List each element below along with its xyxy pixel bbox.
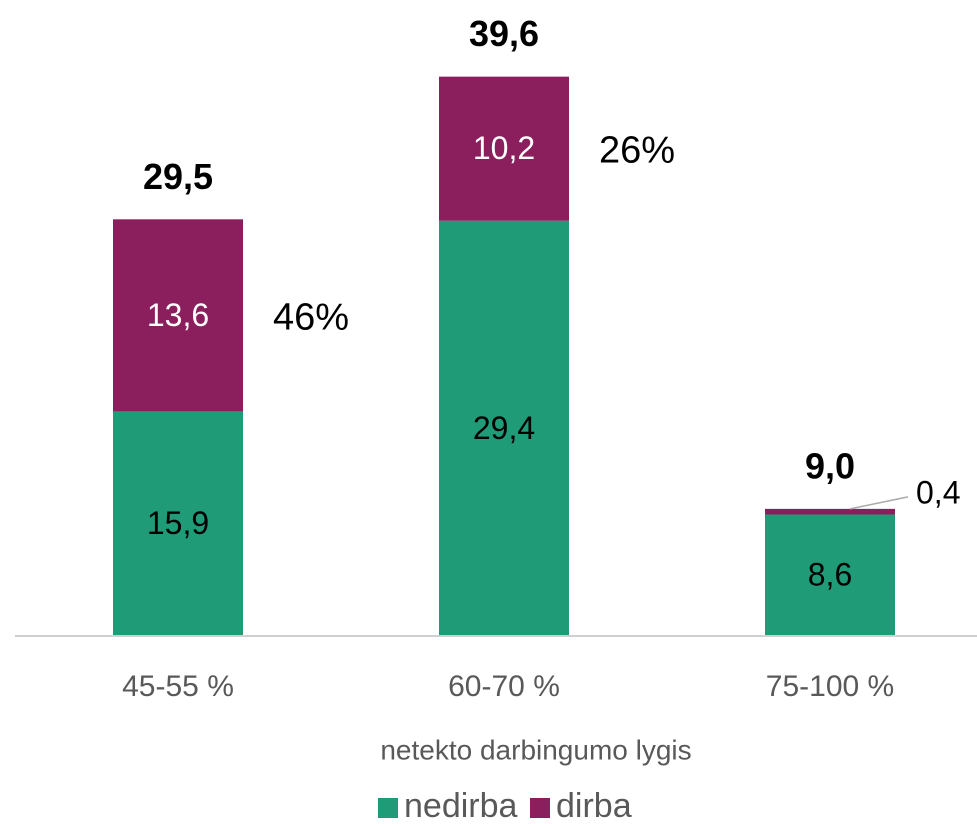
value-label: 8,6 <box>808 557 852 593</box>
bar-segment <box>439 76 569 221</box>
total-label: 9,0 <box>805 445 855 486</box>
bar-segment <box>113 411 243 636</box>
value-label: 10,2 <box>473 130 535 166</box>
bar-segment <box>765 514 895 636</box>
total-label: 29,5 <box>143 156 213 197</box>
x-tick-label: 60-70 % <box>448 670 560 703</box>
value-label: 0,4 <box>916 474 960 510</box>
x-tick-label: 75-100 % <box>766 670 894 703</box>
bar-segment <box>765 508 895 515</box>
bar-segment <box>113 219 243 412</box>
value-label: 13,6 <box>147 297 209 333</box>
total-label: 39,6 <box>469 13 539 54</box>
legend-swatch <box>530 798 550 818</box>
legend-swatch <box>378 798 398 818</box>
x-axis-title: netekto darbingumo lygis <box>380 734 691 765</box>
leader-line <box>849 496 909 510</box>
percent-label: 46% <box>273 296 349 338</box>
value-label: 29,4 <box>473 410 535 446</box>
x-tick-label: 45-55 % <box>122 670 234 703</box>
value-label: 15,9 <box>147 505 209 541</box>
legend-label: dirba <box>556 787 632 824</box>
bar-segment <box>439 220 569 636</box>
percent-label: 26% <box>599 130 675 172</box>
legend-label: nedirba <box>404 787 518 824</box>
